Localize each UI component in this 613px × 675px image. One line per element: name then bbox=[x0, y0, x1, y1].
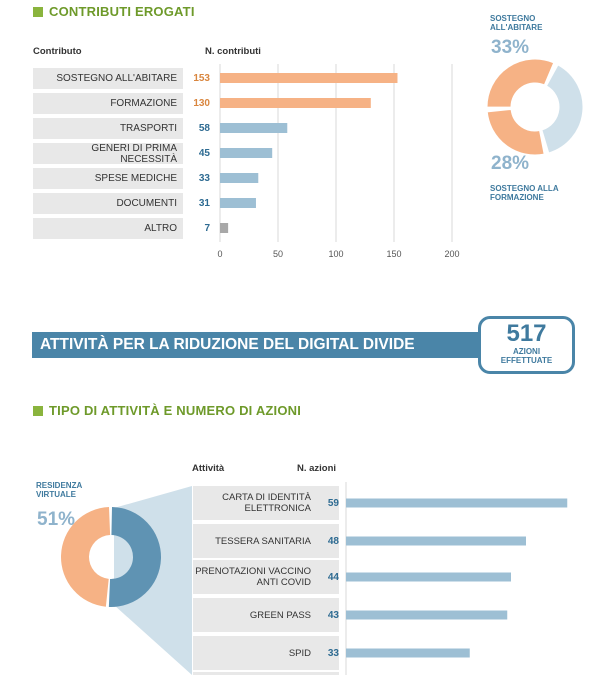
column-header-n-contributi: N. contributi bbox=[205, 46, 261, 57]
category-label: TESSERA SANITARIA bbox=[193, 524, 317, 558]
donut-chart-residenza bbox=[61, 507, 162, 607]
section-title: TIPO DI ATTIVITÀ E NUMERO DI AZIONI bbox=[49, 403, 302, 418]
data-label: 33 bbox=[198, 173, 210, 184]
donut-chart-contributi bbox=[486, 58, 584, 156]
bar bbox=[346, 498, 568, 508]
category-label: SPESE MEDICHE bbox=[33, 168, 183, 189]
category-label: CARTA DI IDENTITÀ ELETTRONICA bbox=[193, 486, 317, 520]
donut1-top-label: SOSTEGNO ALL'ABITARE bbox=[490, 14, 543, 32]
data-label: 43 bbox=[317, 598, 339, 632]
x-tick-label: 150 bbox=[386, 249, 401, 259]
bar bbox=[346, 572, 511, 582]
data-label: 31 bbox=[198, 198, 210, 209]
bar bbox=[220, 73, 398, 83]
bar bbox=[220, 98, 371, 108]
donut2-pct: 51% bbox=[37, 509, 76, 530]
pie-slice bbox=[108, 507, 162, 607]
category-label: SOSTEGNO ALL'ABITARE bbox=[33, 68, 183, 89]
column-header-attivita: Attività bbox=[192, 463, 225, 474]
category-label: GREEN PASS bbox=[193, 598, 317, 632]
bar bbox=[220, 173, 259, 183]
row-continuation bbox=[193, 672, 339, 675]
column-header-contributo: Contributo bbox=[33, 46, 82, 57]
bar bbox=[346, 536, 526, 546]
data-label: 7 bbox=[204, 223, 210, 234]
section-title: CONTRIBUTI EROGATI bbox=[49, 4, 195, 19]
data-label: 130 bbox=[193, 98, 210, 109]
donut1-top-pct: 33% bbox=[491, 37, 530, 58]
category-label: FORMAZIONE bbox=[33, 93, 183, 114]
section-marker bbox=[33, 406, 43, 416]
kpi-label: AZIONI EFFETTUATE bbox=[500, 347, 553, 365]
bar bbox=[220, 148, 273, 158]
bar bbox=[220, 223, 229, 233]
donut1-bottom-pct: 28% bbox=[491, 153, 530, 174]
x-tick-label: 0 bbox=[217, 249, 222, 259]
data-label: 153 bbox=[193, 73, 210, 84]
category-label: DOCUMENTI bbox=[33, 193, 183, 214]
category-label: GENERI DI PRIMA NECESSITÀ bbox=[33, 143, 183, 165]
data-label: 58 bbox=[198, 123, 210, 134]
kpi-value: 517 bbox=[506, 320, 547, 347]
data-label: 59 bbox=[317, 486, 339, 520]
kpi-box: 517 AZIONI EFFETTUATE bbox=[478, 316, 575, 374]
section-banner: ATTIVITÀ PER LA RIDUZIONE DEL DIGITAL DI… bbox=[32, 332, 478, 358]
bar bbox=[346, 610, 508, 620]
category-label: SPID bbox=[193, 636, 317, 670]
pie-slice bbox=[61, 507, 111, 607]
category-label: PRENOTAZIONI VACCINO ANTI COVID bbox=[193, 560, 317, 594]
category-label: ALTRO bbox=[33, 218, 183, 239]
data-label: 33 bbox=[317, 636, 339, 670]
pie-slice bbox=[486, 108, 545, 156]
section-marker bbox=[33, 7, 43, 17]
bar bbox=[346, 648, 470, 658]
contributi-bar-chart: 0 50 100 150 200 bbox=[217, 64, 460, 259]
donut1-bottom-label: SOSTEGNO ALLA FORMAZIONE bbox=[490, 184, 559, 202]
x-tick-label: 50 bbox=[273, 249, 283, 259]
x-tick-label: 100 bbox=[328, 249, 343, 259]
column-header-n-azioni: N. azioni bbox=[297, 463, 337, 474]
donut2-label: RESIDENZA VIRTUALE bbox=[36, 481, 82, 499]
pie-slice bbox=[486, 58, 555, 108]
data-label: 48 bbox=[317, 524, 339, 558]
pie-slice bbox=[541, 64, 584, 154]
data-label: 45 bbox=[198, 148, 210, 159]
bar bbox=[220, 123, 288, 133]
data-label: 44 bbox=[317, 560, 339, 594]
category-label: TRASPORTI bbox=[33, 118, 183, 139]
x-tick-label: 200 bbox=[444, 249, 459, 259]
bar bbox=[220, 198, 256, 208]
